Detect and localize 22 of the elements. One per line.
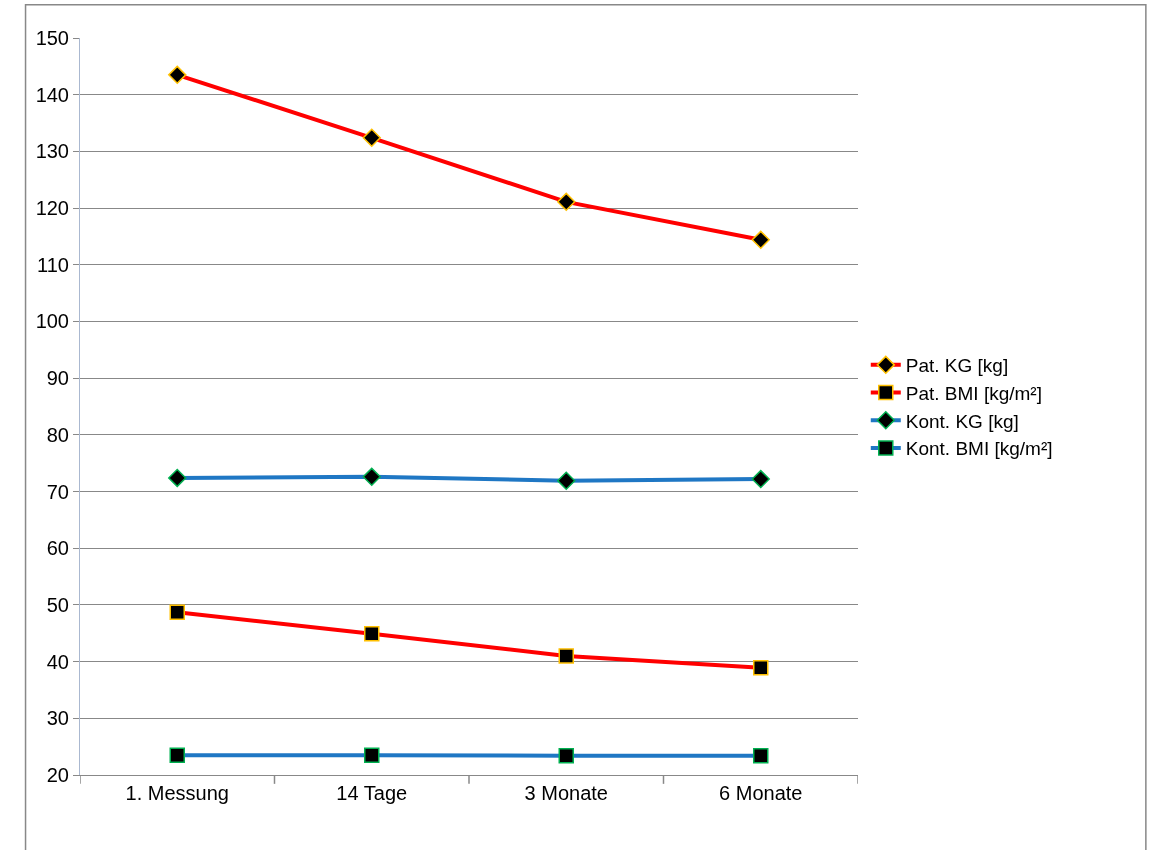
y-tick-label: 50 — [46, 593, 69, 616]
y-tick-label: 40 — [46, 650, 69, 673]
legend-label: Kont. KG [kg] — [905, 410, 1019, 432]
x-tick-label: 1. Messung — [125, 782, 229, 804]
x-tick-label: 6 Monate — [719, 782, 803, 804]
legend-label: Pat. BMI [kg/m²] — [905, 382, 1042, 404]
y-tick-label: 130 — [35, 140, 69, 163]
legend-label: Kont. BMI [kg/m²] — [905, 438, 1053, 460]
x-tick-label: 3 Monate — [524, 782, 608, 804]
y-tick-label: 120 — [35, 197, 69, 220]
y-tick-label: 70 — [46, 480, 69, 503]
y-tick-label: 140 — [35, 83, 69, 106]
y-tick-label: 100 — [35, 310, 69, 333]
legend-label: Pat. KG [kg] — [905, 355, 1009, 377]
y-tick-label: 80 — [46, 423, 69, 446]
y-tick-label: 90 — [46, 367, 69, 390]
y-tick-label: 30 — [46, 707, 69, 730]
y-tick-label: 110 — [37, 253, 69, 276]
y-tick-label: 150 — [35, 27, 69, 49]
x-tick-label: 14 Tage — [336, 782, 408, 804]
y-tick-label: 60 — [46, 537, 69, 560]
y-tick-label: 20 — [46, 764, 69, 786]
